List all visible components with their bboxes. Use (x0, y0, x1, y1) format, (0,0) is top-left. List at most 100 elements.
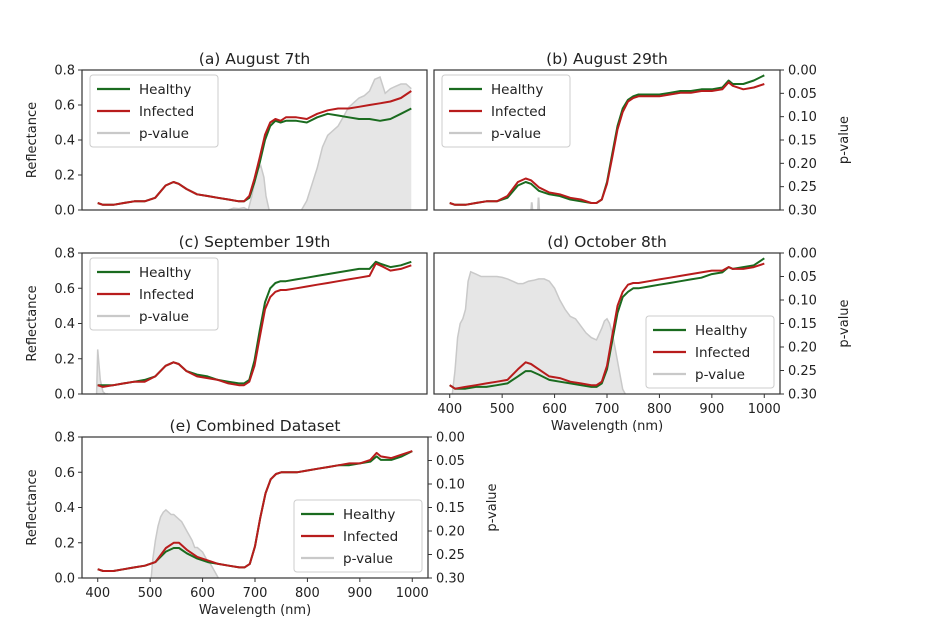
y-axis-label: Reflectance (25, 469, 40, 545)
plot-area (449, 257, 765, 394)
y2-tick-label: 0.30 (788, 204, 817, 219)
y2-tick-label: 0.00 (788, 247, 817, 262)
legend-label: Healthy (695, 323, 747, 339)
panel-d: (d) October 8th 0.00 0.05 0.10 0.15 0.20 0.25 0… (433, 233, 852, 434)
x-tick-label: 700 (243, 586, 268, 601)
legend-box (645, 315, 775, 389)
legend-label: p-value (491, 126, 541, 142)
legend-label: Infected (139, 287, 194, 303)
series-pvalue-fill (228, 77, 412, 210)
y2-tick-label: 0.25 (788, 364, 817, 379)
series-infected-line (97, 450, 413, 572)
legend-label: Infected (491, 104, 546, 120)
x-tick-label: 400 (85, 586, 110, 601)
y2-axis-label: p-value (837, 116, 852, 164)
legend: Healthy Infected p-value (645, 315, 775, 389)
y-tick-label: 0.0 (54, 572, 75, 587)
plot-area (97, 75, 412, 210)
y2-tick-label: 0.20 (788, 341, 817, 356)
legend: Healthy Infected p-value (89, 257, 219, 331)
y-tick-label: 0.6 (54, 99, 75, 114)
series-pvalue-line (451, 270, 626, 394)
legend-label: Infected (343, 529, 398, 545)
x-tick-label: 1000 (396, 586, 429, 601)
legend-label: Healthy (139, 265, 191, 281)
y2-tick-label: 0.10 (788, 110, 817, 125)
x-tick-label: 700 (595, 402, 620, 417)
x-axis-label: Wavelength (nm) (551, 419, 663, 434)
y2-tick-label: 0.05 (788, 270, 817, 285)
legend: Healthy Infected p-value (89, 74, 219, 148)
y-tick-label: 0.8 (54, 64, 75, 79)
y2-tick-label: 0.05 (436, 454, 465, 469)
x-tick-label: 800 (295, 586, 320, 601)
panel-title: (e) Combined Dataset (170, 417, 341, 435)
y2-tick-label: 0.25 (436, 548, 465, 563)
y2-axis-label: p-value (837, 299, 852, 347)
y-tick-label: 0.2 (54, 352, 75, 367)
y-axis-label: Reflectance (25, 285, 40, 361)
y2-tick-label: 0.20 (788, 157, 817, 172)
legend-label: p-value (139, 309, 189, 325)
series-pvalue-fill (96, 349, 109, 394)
legend-label: Infected (139, 104, 194, 120)
legend-box (89, 257, 219, 331)
y-axis-label: Reflectance (25, 102, 40, 178)
y-tick-label: 0.2 (54, 169, 75, 184)
panel-title: (b) August 29th (546, 50, 668, 68)
y-tick-label: 0.4 (54, 317, 75, 332)
y-tick-label: 0.0 (54, 388, 75, 403)
y-tick-label: 0.0 (54, 204, 75, 219)
series-pvalue-fill (151, 509, 219, 578)
plot-area (449, 74, 765, 210)
series-pvalue-line (228, 75, 412, 210)
y-tick-label: 0.4 (54, 501, 75, 516)
series-pvalue-fill (452, 271, 626, 394)
y2-tick-label: 0.20 (436, 525, 465, 540)
legend-label: p-value (343, 551, 393, 567)
legend-label: Healthy (491, 82, 543, 98)
legend-box (293, 499, 423, 573)
x-tick-label: 800 (647, 402, 672, 417)
series-infected-line (97, 262, 412, 388)
x-tick-label: 500 (138, 586, 163, 601)
panel-title: (c) September 19th (179, 233, 331, 251)
plot-area (95, 260, 412, 394)
y-tick-label: 0.8 (54, 431, 75, 446)
x-tick-label: 900 (347, 586, 372, 601)
y-tick-label: 0.6 (54, 282, 75, 297)
legend-label: Healthy (139, 82, 191, 98)
legend-label: p-value (695, 367, 745, 383)
y2-tick-label: 0.05 (788, 87, 817, 102)
x-tick-label: 500 (490, 402, 515, 417)
legend: Healthy Infected p-value (293, 499, 423, 573)
series-infected-line (449, 262, 765, 390)
series-infected-line (449, 81, 765, 206)
y2-axis-label: p-value (485, 483, 500, 531)
y2-tick-label: 0.10 (788, 294, 817, 309)
y2-tick-label: 0.25 (788, 180, 817, 195)
panel-b: (b) August 29th 0.00 0.05 0.10 0.15 0.20 0.25 0… (433, 50, 852, 219)
x-tick-label: 600 (190, 586, 215, 601)
y2-tick-label: 0.00 (788, 64, 817, 79)
y-tick-label: 0.2 (54, 536, 75, 551)
series-infected-line (97, 90, 412, 206)
legend-label: Infected (695, 345, 750, 361)
legend-box (441, 74, 571, 148)
y-tick-label: 0.8 (54, 247, 75, 262)
x-tick-label: 1000 (748, 402, 781, 417)
y2-tick-label: 0.30 (788, 388, 817, 403)
panel-c: (c) September 19th 0.0 0.2 0.4 0.6 0.8 Reflect… (25, 233, 428, 403)
x-axis-label: Wavelength (nm) (199, 603, 311, 618)
plot-area (97, 450, 413, 578)
y2-tick-label: 0.10 (436, 478, 465, 493)
panel-a: (a) August 7th 0.0 0.2 0.4 0.6 0.8 Reflectance… (25, 50, 428, 219)
y2-tick-label: 0.00 (436, 431, 465, 446)
y-tick-label: 0.6 (54, 466, 75, 481)
panel-e: (e) Combined Dataset 0.0 0.2 0.4 0.6 0.8 Refle… (25, 417, 500, 618)
panel-title: (d) October 8th (547, 233, 667, 251)
y2-tick-label: 0.15 (788, 134, 817, 149)
legend: Healthy Infected p-value (441, 74, 571, 148)
y2-tick-label: 0.15 (788, 317, 817, 332)
